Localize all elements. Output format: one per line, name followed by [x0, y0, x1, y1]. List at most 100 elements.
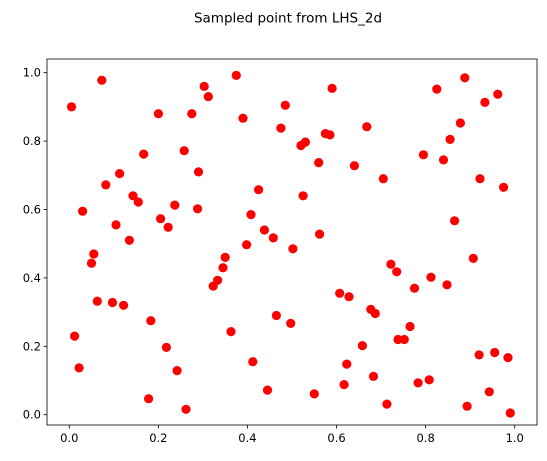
- data-point: [490, 347, 500, 358]
- y-axis: 0.0 0.2 0.4 0.6 0.8 1.0: [23, 66, 47, 422]
- data-point: [111, 220, 121, 230]
- data-point: [370, 308, 380, 319]
- data-point: [288, 244, 298, 254]
- x-tick-label: 0.2: [149, 431, 167, 445]
- data-point: [107, 297, 118, 308]
- y-tick-label: 0.6: [23, 203, 41, 217]
- data-point: [86, 258, 97, 268]
- data-point: [268, 233, 278, 243]
- x-tick-label: 0.8: [416, 431, 434, 445]
- data-point: [179, 146, 189, 156]
- data-point: [97, 75, 107, 85]
- data-point: [242, 240, 252, 250]
- data-point: [193, 167, 204, 177]
- data-point: [89, 249, 99, 259]
- data-point: [344, 292, 354, 302]
- data-point: [405, 321, 415, 332]
- y-tick-label: 0.8: [23, 134, 41, 148]
- data-point: [399, 334, 409, 345]
- data-point: [409, 283, 420, 293]
- data-point: [153, 109, 163, 119]
- x-axis: 0.0 0.2 0.4 0.6 0.8 1.0: [60, 425, 524, 445]
- data-point: [357, 341, 367, 351]
- x-tick-label: 1.0: [506, 431, 524, 445]
- data-point: [378, 174, 388, 184]
- data-point: [474, 350, 484, 360]
- data-point: [286, 318, 296, 328]
- data-point: [187, 109, 197, 119]
- data-point: [213, 275, 223, 285]
- data-point: [144, 394, 154, 404]
- data-point: [309, 389, 319, 399]
- data-point: [101, 180, 111, 190]
- data-point: [271, 310, 281, 321]
- data-point: [218, 263, 228, 273]
- data-point: [493, 89, 503, 99]
- data-point: [392, 267, 402, 277]
- data-point: [484, 387, 494, 397]
- data-point: [74, 363, 84, 373]
- data-point: [124, 235, 134, 245]
- data-point: [70, 331, 80, 341]
- data-point: [349, 161, 359, 171]
- data-point: [280, 100, 290, 110]
- data-point: [238, 113, 248, 123]
- data-point: [468, 253, 478, 263]
- data-point: [133, 197, 143, 207]
- data-point: [368, 371, 379, 381]
- data-point: [362, 122, 372, 132]
- data-point: [426, 272, 436, 282]
- data-point: [161, 342, 171, 352]
- data-point: [314, 158, 324, 168]
- y-tick-label: 0.4: [23, 271, 41, 285]
- data-point: [499, 182, 509, 192]
- data-point: [445, 134, 455, 144]
- x-tick-label: 0.6: [327, 431, 345, 445]
- data-point: [418, 150, 428, 160]
- data-point: [262, 385, 273, 395]
- data-point: [254, 185, 264, 195]
- data-point: [300, 137, 310, 147]
- data-point: [163, 222, 173, 232]
- data-point: [432, 84, 442, 94]
- data-point: [475, 174, 485, 184]
- y-tick-label: 1.0: [23, 66, 41, 80]
- data-point: [480, 97, 490, 107]
- data-point: [248, 357, 258, 367]
- data-point: [393, 334, 403, 345]
- data-point: [462, 401, 472, 411]
- data-point: [503, 353, 513, 363]
- data-point: [193, 204, 203, 214]
- data-point: [315, 229, 325, 239]
- data-point: [339, 380, 349, 390]
- data-point: [438, 155, 449, 165]
- data-point: [450, 216, 460, 226]
- data-point: [342, 359, 352, 369]
- y-tick-label: 0.0: [23, 408, 41, 422]
- x-tick-label: 0.0: [60, 431, 78, 445]
- data-point: [139, 149, 149, 159]
- data-point: [199, 81, 209, 91]
- data-point: [172, 366, 182, 376]
- data-point: [259, 225, 269, 235]
- data-point: [66, 102, 77, 112]
- x-tick-label: 0.4: [238, 431, 256, 445]
- data-point: [276, 123, 286, 133]
- data-point: [170, 200, 180, 210]
- data-point: [181, 404, 191, 414]
- data-point: [327, 83, 337, 93]
- data-point: [442, 280, 452, 290]
- data-point: [156, 214, 166, 224]
- plot-frame: [46, 58, 538, 426]
- data-point: [78, 206, 88, 216]
- data-point: [335, 288, 345, 298]
- data-point: [226, 327, 236, 337]
- data-point: [298, 191, 308, 201]
- data-point: [505, 408, 515, 418]
- data-point: [413, 378, 423, 388]
- data-point: [231, 70, 241, 80]
- data-point: [119, 300, 129, 310]
- data-point: [460, 73, 470, 83]
- data-point: [382, 399, 392, 409]
